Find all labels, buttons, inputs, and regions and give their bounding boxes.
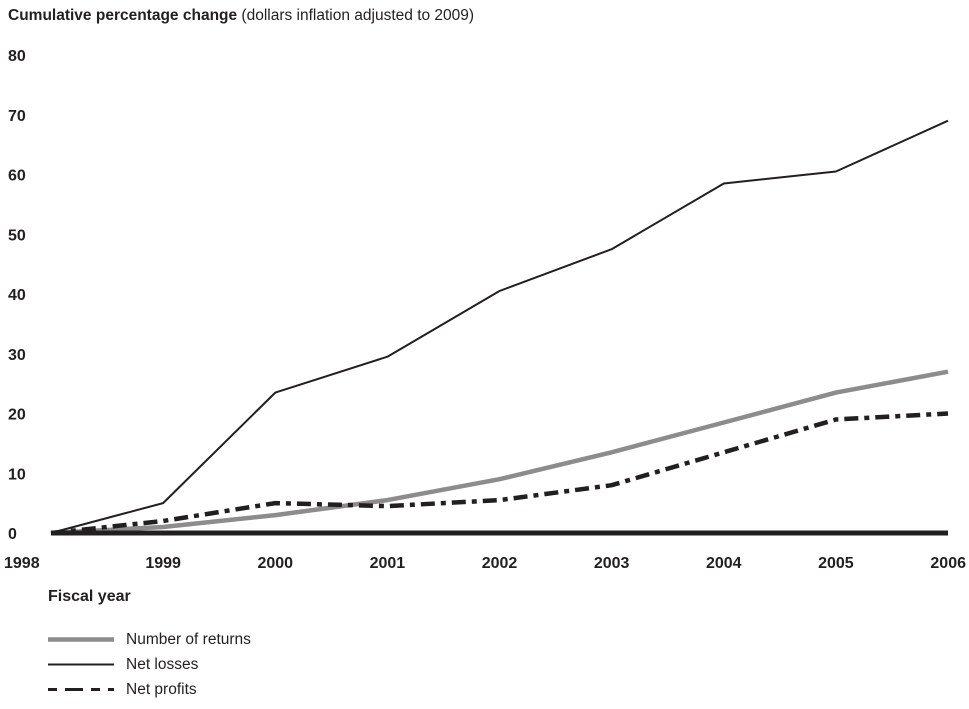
legend-label: Net losses	[126, 656, 199, 673]
x-tick-label: 2001	[370, 555, 406, 572]
y-tick-label: 50	[8, 227, 26, 244]
y-tick-label: 30	[8, 347, 26, 364]
y-tick-label: 0	[8, 526, 17, 543]
legend-swatch	[48, 688, 114, 691]
series-line-net-profits	[50, 411, 949, 536]
x-tick-label: 2000	[257, 555, 293, 572]
series-line-net-losses	[50, 119, 949, 534]
x-tick-label: 1998	[4, 555, 40, 572]
series-line-number-of-returns	[50, 369, 949, 536]
y-tick-label: 20	[8, 407, 26, 424]
y-tick-label: 10	[8, 466, 26, 483]
y-tick-label: 70	[8, 108, 26, 125]
chart-title-bold: Cumulative percentage change	[8, 7, 238, 24]
legend-label: Number of returns	[126, 631, 251, 648]
x-axis-title: Fiscal year	[48, 588, 131, 605]
y-tick-label: 60	[8, 168, 26, 185]
legend-label: Net profits	[126, 681, 197, 698]
y-tick-label: 80	[8, 48, 26, 65]
legend-swatch	[48, 663, 114, 666]
x-tick-label: 2006	[930, 555, 966, 572]
x-tick-label: 2005	[818, 555, 854, 572]
chart-title-subtitle: (dollars inflation adjusted to 2009)	[237, 7, 475, 24]
line-chart: 0 10 20 30 40 50 60 70 80 1998 1999 2000 2001 2002 200…	[4, 48, 966, 605]
legend-swatch	[48, 637, 114, 642]
x-tick-label: 1999	[145, 555, 181, 572]
x-tick-label: 2002	[482, 555, 518, 572]
chart-title: Cumulative percentage change (dollars in…	[8, 7, 474, 25]
y-tick-label: 40	[8, 287, 26, 304]
x-tick-label: 2004	[706, 555, 742, 572]
x-tick-label: 2003	[594, 555, 630, 572]
